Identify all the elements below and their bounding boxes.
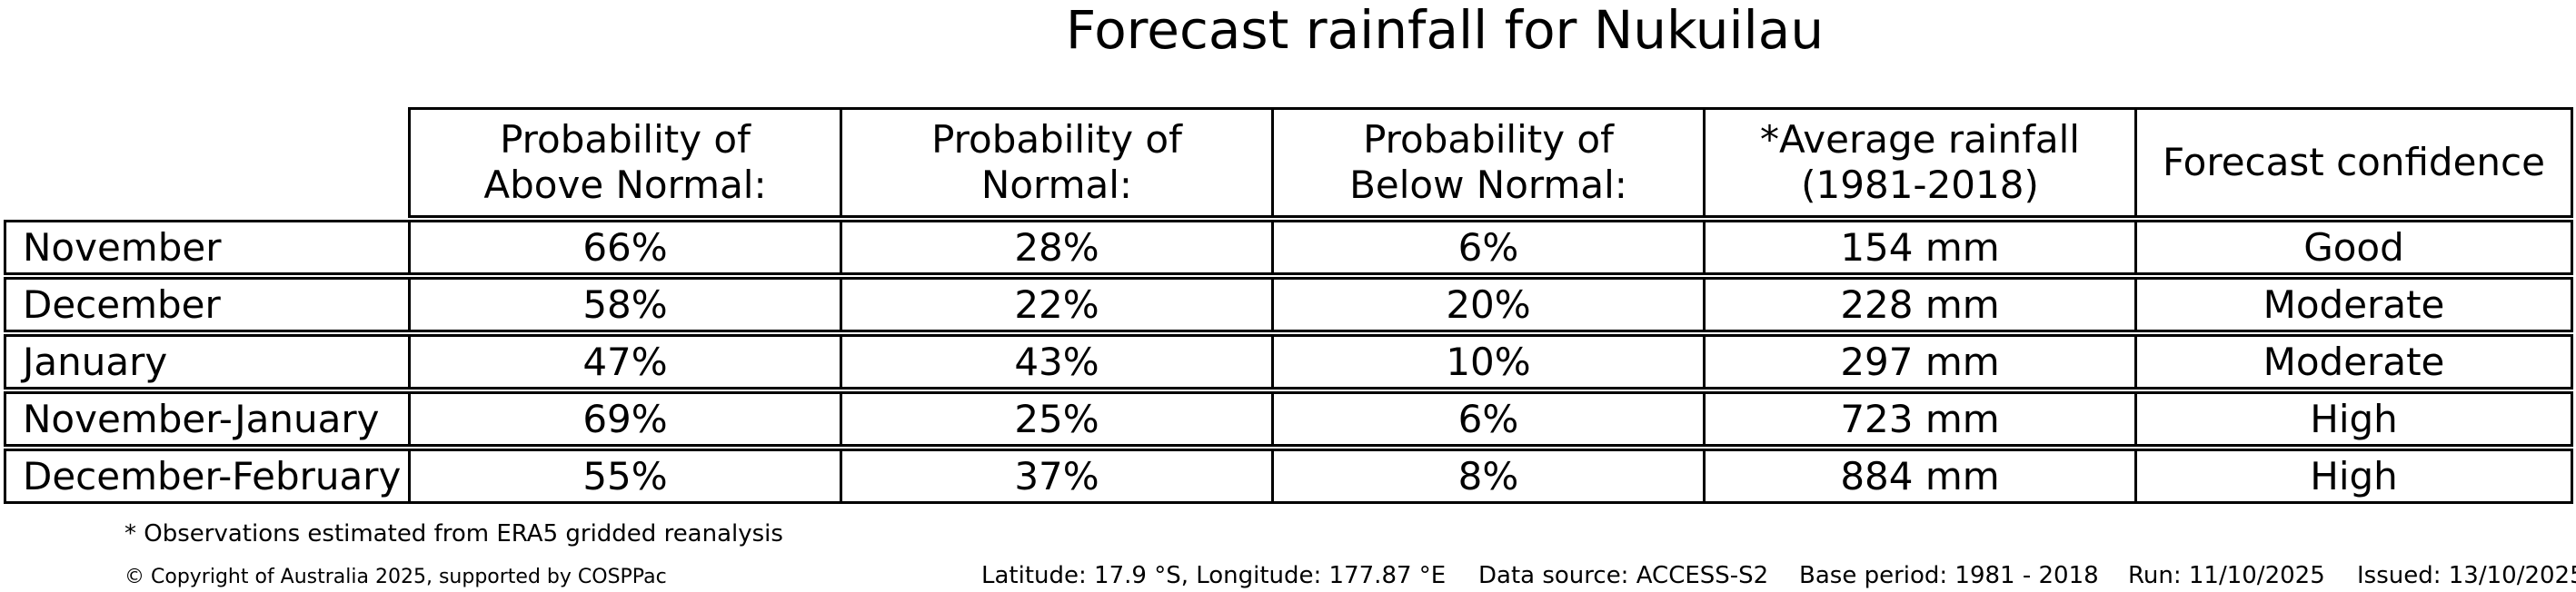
confidence-cell: Moderate <box>2134 277 2573 332</box>
table-row-december-february: December-February 55% 37% 8% 884 mm High <box>4 449 2573 504</box>
prob-above-cell: 69% <box>408 391 842 447</box>
average-rainfall-cell: 884 mm <box>1703 449 2137 504</box>
prob-normal-cell: 43% <box>840 334 1274 390</box>
table-row-december: December 58% 22% 20% 228 mm Moderate <box>4 277 2573 332</box>
period-cell: January <box>4 334 411 390</box>
confidence-cell: Moderate <box>2134 334 2573 390</box>
confidence-cell: High <box>2134 449 2573 504</box>
period-cell: December <box>4 277 411 332</box>
prob-below-cell: 6% <box>1271 391 1706 447</box>
confidence-cell: Good <box>2134 220 2573 275</box>
run-date-text: Run: 11/10/2025 <box>2128 562 2325 589</box>
average-rainfall-cell: 228 mm <box>1703 277 2137 332</box>
base-period-text: Base period: 1981 - 2018 <box>1799 562 2099 589</box>
location-text: Latitude: 17.9 °S, Longitude: 177.87 °E <box>981 562 1447 589</box>
table-row-november-january: November-January 69% 25% 6% 723 mm High <box>4 391 2573 447</box>
table-row-january: January 47% 43% 10% 297 mm Moderate <box>4 334 2573 390</box>
average-rainfall-cell: 154 mm <box>1703 220 2137 275</box>
prob-above-cell: 47% <box>408 334 842 390</box>
footnote: * Observations estimated from ERA5 gridd… <box>124 520 783 548</box>
period-cell: November <box>4 220 411 275</box>
period-cell: November-January <box>4 391 411 447</box>
prob-below-cell: 8% <box>1271 449 1706 504</box>
prob-below-cell: 10% <box>1271 334 1706 390</box>
table-row-november: November 66% 28% 6% 154 mm Good <box>4 220 2573 275</box>
prob-normal-cell: 37% <box>840 449 1274 504</box>
col-header-prob-normal: Probability of Normal: <box>840 107 1274 218</box>
prob-above-cell: 66% <box>408 220 842 275</box>
prob-below-cell: 6% <box>1271 220 1706 275</box>
prob-normal-cell: 28% <box>840 220 1274 275</box>
copyright-text: © Copyright of Australia 2025, supported… <box>124 566 667 588</box>
confidence-cell: High <box>2134 391 2573 447</box>
prob-above-cell: 55% <box>408 449 842 504</box>
col-header-prob-above-normal: Probability of Above Normal: <box>408 107 842 218</box>
col-header-prob-below-normal: Probability of Below Normal: <box>1271 107 1706 218</box>
average-rainfall-cell: 297 mm <box>1703 334 2137 390</box>
prob-below-cell: 20% <box>1271 277 1706 332</box>
table-header-row: Probability of Above Normal: Probability… <box>408 107 2573 218</box>
prob-above-cell: 58% <box>408 277 842 332</box>
col-header-average-rainfall: *Average rainfall (1981-2018) <box>1703 107 2137 218</box>
col-header-forecast-confidence: Forecast confidence <box>2134 107 2573 218</box>
issued-date-text: Issued: 13/10/2025 <box>2357 562 2576 589</box>
prob-normal-cell: 22% <box>840 277 1274 332</box>
page-title: Forecast rainfall for Nukuilau <box>1065 0 1825 61</box>
prob-normal-cell: 25% <box>840 391 1274 447</box>
period-cell: December-February <box>4 449 411 504</box>
data-source-text: Data source: ACCESS-S2 <box>1478 562 1769 589</box>
average-rainfall-cell: 723 mm <box>1703 391 2137 447</box>
forecast-table: Probability of Above Normal: Probability… <box>4 107 2573 504</box>
